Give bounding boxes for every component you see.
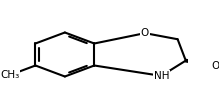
Text: NH: NH [154,71,169,81]
Text: O: O [141,28,149,38]
Text: O: O [211,61,219,71]
Text: CH₃: CH₃ [0,70,19,80]
